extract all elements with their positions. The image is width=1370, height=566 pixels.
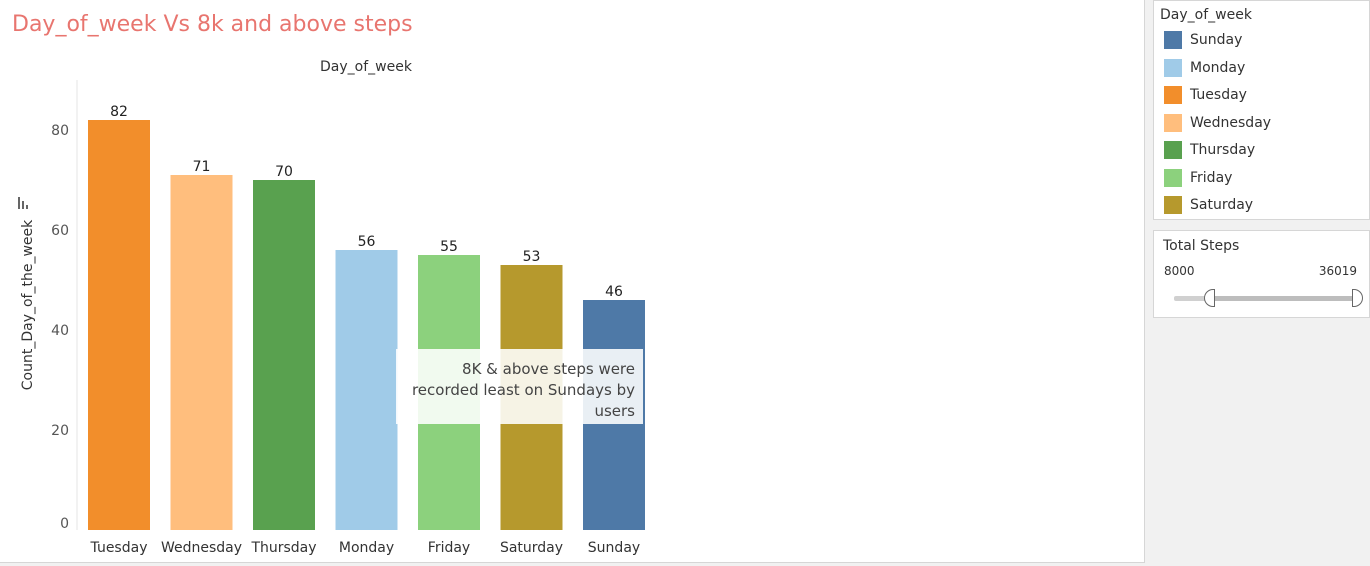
legend-item-saturday[interactable]: Saturday — [1164, 195, 1253, 215]
legend-label: Saturday — [1190, 197, 1254, 213]
x-tick-label-friday: Friday — [428, 540, 470, 556]
y-axis-ticks: 0 20 40 60 80 — [51, 123, 69, 532]
legend-swatch — [1164, 196, 1182, 214]
legend-label: Thursday — [1190, 142, 1256, 158]
y-tick-label: 40 — [51, 323, 69, 339]
worksheet-area: Day_of_week Vs 8k and above steps Day_of… — [0, 0, 1145, 563]
legend-swatch — [1164, 31, 1182, 49]
legend-label: Monday — [1190, 59, 1246, 76]
legend-label: Friday — [1190, 169, 1233, 186]
bar-monday[interactable] — [335, 250, 398, 530]
data-labels: 82 71 70 56 55 53 46 — [110, 104, 623, 300]
legend-swatch — [1164, 168, 1182, 187]
legend-item-monday[interactable]: Monday — [1164, 58, 1245, 78]
y-tick-label: 20 — [51, 423, 69, 439]
data-label-saturday: 53 — [523, 249, 541, 265]
y-tick-label: 0 — [60, 516, 69, 532]
bar-thursday[interactable] — [253, 180, 315, 530]
legend-item-wednesday[interactable]: Wednesday — [1164, 113, 1271, 133]
y-tick-label: 80 — [51, 123, 69, 139]
legend-label: Wednesday — [1190, 114, 1272, 131]
y-axis-title: Count_Day_of_the_week — [20, 219, 36, 390]
bar-chart: Day_of_week Count_Day_of_the_week 0 20 40 6… — [18, 59, 645, 556]
data-label-monday: 56 — [358, 234, 376, 250]
filter-title: Total Steps — [1163, 238, 1240, 254]
filter-min-value: 8000 — [1164, 264, 1195, 278]
legend-panel: Day_of_week Sunday Monday Tuesday Wednesday… — [1153, 0, 1370, 220]
x-tick-label-thursday: Thursday — [250, 540, 316, 556]
bar-tuesday[interactable] — [88, 120, 150, 530]
legend-item-thursday[interactable]: Thursday — [1164, 140, 1255, 160]
y-tick-label: 60 — [51, 223, 69, 239]
data-label-friday: 55 — [440, 239, 458, 255]
legend-label: Tuesday — [1190, 87, 1247, 103]
legend-item-friday[interactable]: Friday — [1164, 168, 1232, 188]
data-label-wednesday: 71 — [193, 159, 211, 175]
total-steps-filter: Total Steps 8000 36019 — [1153, 230, 1370, 318]
range-slider-max-handle[interactable] — [1352, 289, 1363, 307]
bar-wednesday[interactable] — [170, 175, 233, 530]
x-tick-label-sunday: Sunday — [588, 540, 640, 556]
category-labels: Tuesday Wednesday Thursday Monday Friday Satu… — [90, 540, 641, 556]
annotation-box: 8K & above steps were recorded least on … — [396, 349, 643, 424]
bars — [88, 120, 645, 530]
column-header: Day_of_week — [320, 59, 413, 75]
data-label-thursday: 70 — [275, 164, 293, 180]
x-tick-label-saturday: Saturday — [500, 540, 563, 556]
filter-max-value: 36019 — [1318, 264, 1357, 278]
x-tick-label-tuesday: Tuesday — [90, 540, 148, 556]
legend-item-sunday[interactable]: Sunday — [1164, 30, 1242, 50]
bar-chart-icon[interactable] — [18, 197, 28, 209]
data-label-tuesday: 82 — [110, 104, 128, 120]
legend-swatch — [1164, 86, 1182, 104]
legend-item-tuesday[interactable]: Tuesday — [1164, 85, 1247, 105]
range-slider-min-handle[interactable] — [1204, 289, 1215, 307]
legend-swatch — [1164, 113, 1182, 132]
data-label-sunday: 46 — [605, 284, 623, 300]
legend-swatch — [1164, 141, 1182, 159]
legend-title: Day_of_week — [1160, 7, 1252, 23]
range-slider-fill — [1210, 296, 1358, 301]
legend-swatch — [1164, 58, 1182, 77]
chart-title: Day_of_week Vs 8k and above steps — [12, 12, 413, 37]
x-tick-label-monday: Monday — [339, 540, 394, 556]
legend-label: Sunday — [1190, 32, 1243, 48]
x-tick-label-wednesday: Wednesday — [161, 540, 242, 556]
